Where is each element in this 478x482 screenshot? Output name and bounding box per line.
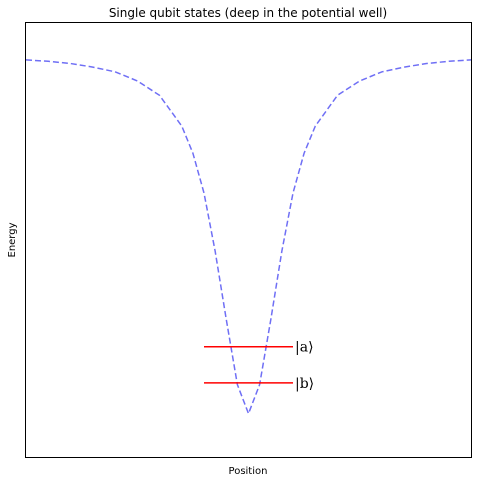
x-axis-label: Position <box>229 466 268 477</box>
energy-level-label: |a⟩ <box>295 340 314 356</box>
chart-marks: |a⟩ |b⟩ <box>25 59 472 416</box>
plot-frame <box>25 22 472 458</box>
y-axis-label: Energy <box>7 222 18 257</box>
potential-curve <box>25 59 472 416</box>
energy-level-label: |b⟩ <box>295 376 314 392</box>
chart-title: Single qubit states (deep in the potenti… <box>109 6 387 20</box>
